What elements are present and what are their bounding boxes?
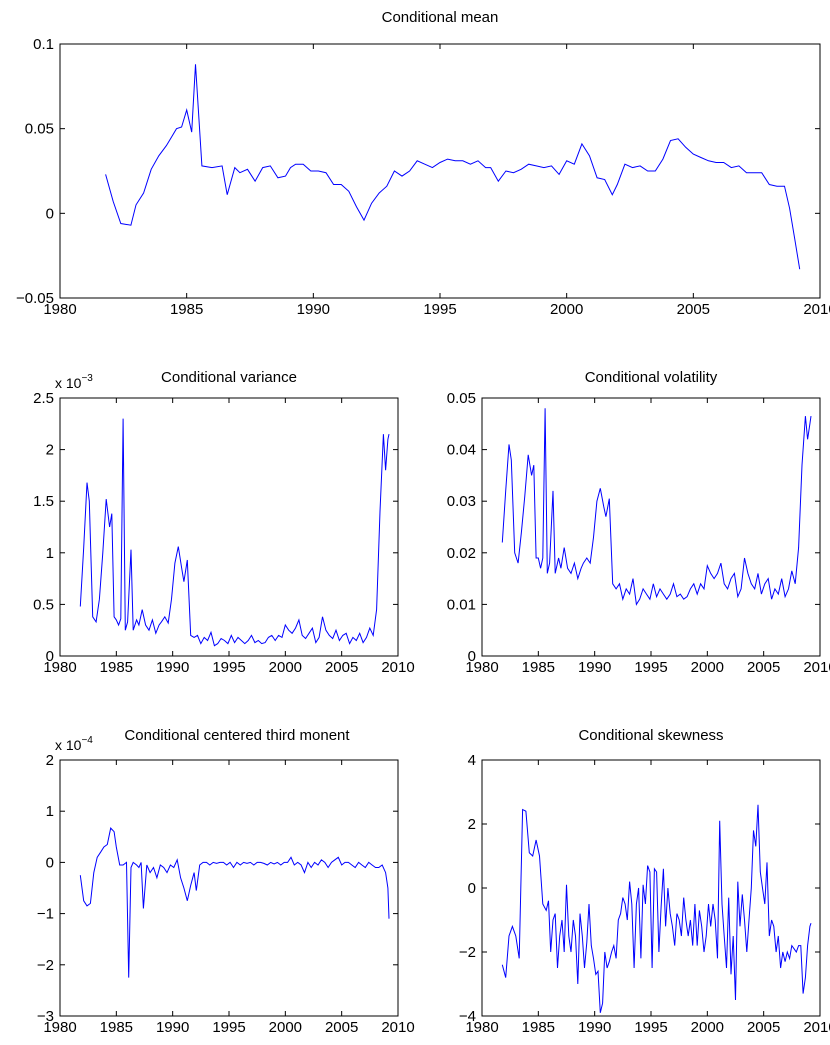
panel-mean: 1980 1985 1990 1995 2000 2005 2010 −0.05 0 0.05 0.… xyxy=(16,9,830,318)
x-tick-label: 1990 xyxy=(578,659,611,676)
y-tick-label: 0.03 xyxy=(447,493,476,510)
x-tick-label: 1995 xyxy=(212,659,245,676)
y-tick-label: 0 xyxy=(46,205,54,222)
axis-exponent: x 10−4 xyxy=(55,735,93,753)
y-tick-label: 4 xyxy=(468,752,476,769)
exponent-base: x 10 xyxy=(55,375,82,391)
axes-box xyxy=(481,397,821,657)
x-tick-label: 1990 xyxy=(156,659,189,676)
x-tick-label: 2005 xyxy=(325,1019,358,1036)
axis-exponent: x 10−3 xyxy=(55,373,93,391)
x-tick-label: 1980 xyxy=(43,301,76,318)
x-tick-label: 1980 xyxy=(43,659,76,676)
y-tick-label: 0.04 xyxy=(447,442,476,459)
chart-title: Conditional variance xyxy=(161,369,297,386)
y-tick-label: 2 xyxy=(46,752,54,769)
y-tick-label: 2 xyxy=(46,442,54,459)
y-tick-label: 0.01 xyxy=(447,596,476,613)
y-tick-label: 0.05 xyxy=(25,121,54,138)
x-tick-label: 1985 xyxy=(100,659,133,676)
chart-title: Conditional skewness xyxy=(578,727,723,744)
x-tick-label: 2010 xyxy=(803,1019,830,1036)
x-tick-label: 2005 xyxy=(677,301,710,318)
series-line-third-moment xyxy=(79,827,390,978)
x-tick-label: 1990 xyxy=(297,301,330,318)
axes-box xyxy=(59,397,399,657)
y-tick-label: −1 xyxy=(37,906,54,923)
y-tick-label: 0.1 xyxy=(33,36,54,53)
y-tick-label: −4 xyxy=(459,1008,476,1025)
y-tick-label: −2 xyxy=(37,957,54,974)
exponent-power: −3 xyxy=(81,373,93,384)
y-tick-label: −2 xyxy=(459,944,476,961)
exponent-power: −4 xyxy=(81,735,93,746)
y-tick-label: 2 xyxy=(468,816,476,833)
y-tick-label: 1 xyxy=(46,545,54,562)
panel-third-moment: 1980 1985 1990 1995 2000 2005 2010 −3 −2 −1 0 1 2x 1… xyxy=(37,727,415,1036)
x-tick-label: 2000 xyxy=(269,659,302,676)
axes-box xyxy=(59,43,821,299)
x-tick-label: 1980 xyxy=(43,1019,76,1036)
x-tick-label: 2000 xyxy=(269,1019,302,1036)
panel-skewness: 1980 1985 1990 1995 2000 2005 2010 −4 −2 0 2 4 Condi… xyxy=(459,727,830,1036)
x-tick-label: 2000 xyxy=(691,659,724,676)
x-tick-label: 2010 xyxy=(381,1019,414,1036)
y-tick-label: 0.05 xyxy=(447,390,476,407)
x-tick-label: 1985 xyxy=(522,659,555,676)
panel-variance: 1980 1985 1990 1995 2000 2005 2010 0 0.5 1 1.5 2 2.5… xyxy=(33,369,415,676)
y-tick-label: 0.02 xyxy=(447,545,476,562)
y-tick-label: 1.5 xyxy=(33,493,54,510)
x-tick-label: 2000 xyxy=(550,301,583,318)
chart-title: Conditional volatility xyxy=(585,369,718,386)
chart-title: Conditional centered third monent xyxy=(124,727,350,744)
x-tick-label: 2005 xyxy=(747,1019,780,1036)
x-tick-label: 2005 xyxy=(325,659,358,676)
x-tick-label: 2010 xyxy=(381,659,414,676)
y-tick-label: 0.5 xyxy=(33,596,54,613)
y-tick-label: 0 xyxy=(468,648,476,665)
x-tick-label: 1985 xyxy=(170,301,203,318)
x-tick-label: 1990 xyxy=(578,1019,611,1036)
axes-box xyxy=(59,759,399,1017)
y-tick-label: 2.5 xyxy=(33,390,54,407)
axes-box xyxy=(481,759,821,1017)
x-tick-label: 1995 xyxy=(634,1019,667,1036)
y-tick-label: 0 xyxy=(46,648,54,665)
x-tick-label: 1995 xyxy=(634,659,667,676)
x-tick-label: 1980 xyxy=(465,1019,498,1036)
x-tick-label: 1980 xyxy=(465,659,498,676)
x-tick-label: 1985 xyxy=(522,1019,555,1036)
x-tick-label: 1990 xyxy=(156,1019,189,1036)
y-tick-label: 0 xyxy=(468,880,476,897)
series-line-variance xyxy=(79,418,390,647)
x-tick-label: 2000 xyxy=(691,1019,724,1036)
series-line-mean xyxy=(105,64,801,270)
x-tick-label: 2010 xyxy=(803,301,830,318)
panel-volatility: 1980 1985 1990 1995 2000 2005 2010 0 0.01 0.02 0.0… xyxy=(447,369,830,676)
exponent-base: x 10 xyxy=(55,737,82,753)
x-tick-label: 1995 xyxy=(212,1019,245,1036)
chart-title: Conditional mean xyxy=(382,9,499,26)
y-tick-label: 0 xyxy=(46,854,54,871)
x-tick-label: 1985 xyxy=(100,1019,133,1036)
y-tick-label: −3 xyxy=(37,1008,54,1025)
x-tick-label: 1995 xyxy=(423,301,456,318)
x-tick-label: 2010 xyxy=(803,659,830,676)
y-tick-label: −0.05 xyxy=(16,290,54,307)
x-tick-label: 2005 xyxy=(747,659,780,676)
series-line-volatility xyxy=(501,408,812,606)
y-tick-label: 1 xyxy=(46,803,54,820)
series-line-skewness xyxy=(501,804,812,1013)
